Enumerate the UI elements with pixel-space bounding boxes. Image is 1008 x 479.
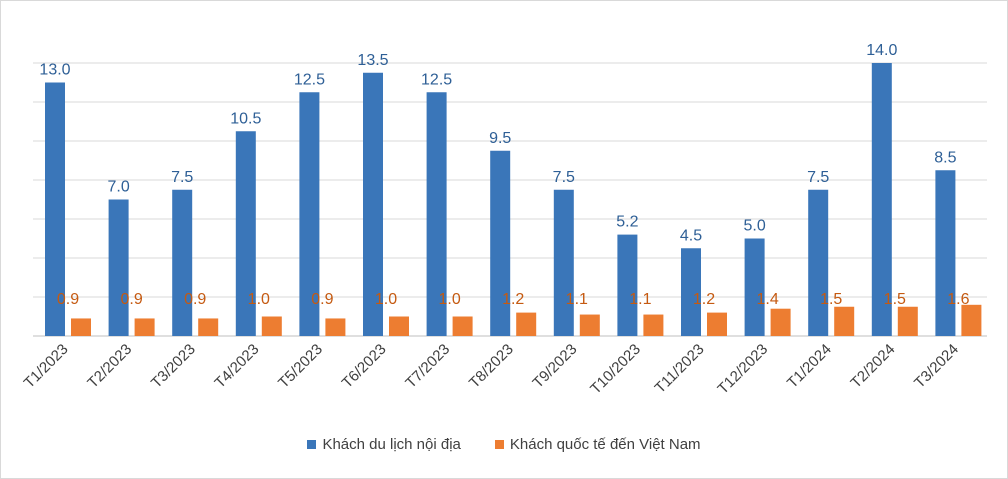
bar-international-T11/2023 bbox=[707, 312, 727, 336]
data-label-domestic-T6/2023: 13.5 bbox=[357, 52, 388, 69]
data-label-international-T2/2024: 1.5 bbox=[884, 291, 906, 308]
data-label-international-T3/2024: 1.6 bbox=[947, 291, 969, 308]
data-label-international-T1/2024: 1.5 bbox=[820, 291, 842, 308]
x-tick-label-T7/2023: T7/2023 bbox=[402, 341, 453, 392]
data-label-international-T9/2023: 1.1 bbox=[566, 291, 588, 308]
data-label-domestic-T11/2023: 4.5 bbox=[680, 227, 702, 244]
bar-international-T7/2023 bbox=[452, 316, 473, 336]
bar-international-T3/2024 bbox=[961, 304, 982, 336]
data-label-international-T11/2023: 1.2 bbox=[693, 291, 715, 308]
data-label-domestic-T1/2024: 7.5 bbox=[807, 169, 829, 186]
bar-international-T1/2023 bbox=[71, 318, 91, 336]
data-label-international-T2/2023: 0.9 bbox=[120, 291, 142, 308]
x-tick-label-T10/2023: T10/2023 bbox=[587, 341, 644, 398]
data-label-domestic-T1/2023: 13.0 bbox=[39, 62, 70, 79]
data-label-domestic-T3/2024: 8.5 bbox=[934, 149, 956, 166]
x-tick-label-T3/2024: T3/2024 bbox=[911, 341, 962, 392]
bar-domestic-T7/2023 bbox=[426, 92, 447, 336]
bar-international-T5/2023 bbox=[325, 318, 346, 336]
data-label-international-T12/2023: 1.4 bbox=[756, 291, 778, 308]
bar-domestic-T3/2023 bbox=[172, 189, 193, 336]
bar-domestic-T2/2024 bbox=[871, 63, 892, 336]
data-label-international-T6/2023: 1.0 bbox=[375, 291, 397, 308]
data-label-international-T5/2023: 0.9 bbox=[311, 291, 333, 308]
x-tick-label-T4/2023: T4/2023 bbox=[211, 341, 262, 392]
x-tick-label-T12/2023: T12/2023 bbox=[714, 341, 771, 398]
bar-international-T9/2023 bbox=[579, 314, 600, 336]
bar-domestic-T10/2023 bbox=[617, 234, 638, 336]
data-label-international-T3/2023: 0.9 bbox=[184, 291, 206, 308]
data-label-domestic-T3/2023: 7.5 bbox=[171, 169, 193, 186]
bar-international-T6/2023 bbox=[389, 316, 409, 336]
legend-swatch-international bbox=[494, 440, 504, 449]
bar-domestic-T6/2023 bbox=[363, 72, 383, 336]
data-label-domestic-T5/2023: 12.5 bbox=[294, 71, 325, 88]
data-label-domestic-T2/2023: 7.0 bbox=[107, 179, 129, 196]
bar-international-T4/2023 bbox=[261, 316, 282, 336]
data-label-international-T10/2023: 1.1 bbox=[629, 291, 651, 308]
chart-legend: Khách du lịch nội địa Khách quốc tế đến … bbox=[0, 436, 1008, 453]
data-label-international-T7/2023: 1.0 bbox=[438, 291, 460, 308]
x-tick-label-T2/2023: T2/2023 bbox=[84, 341, 135, 392]
legend-item-international: Khách quốc tế đến Việt Nam bbox=[494, 436, 701, 453]
legend-swatch-domestic bbox=[307, 440, 317, 449]
data-label-domestic-T7/2023: 12.5 bbox=[421, 71, 452, 88]
data-label-domestic-T12/2023: 5.0 bbox=[743, 218, 765, 235]
bar-international-T8/2023 bbox=[516, 312, 537, 336]
bar-international-T10/2023 bbox=[643, 314, 664, 336]
data-label-international-T4/2023: 1.0 bbox=[248, 291, 270, 308]
bar-domestic-T1/2024 bbox=[808, 189, 829, 336]
legend-item-domestic: Khách du lịch nội địa bbox=[307, 436, 461, 453]
bar-domestic-T4/2023 bbox=[235, 131, 256, 336]
bar-domestic-T11/2023 bbox=[681, 248, 701, 336]
x-tick-label-T11/2023: T11/2023 bbox=[652, 341, 708, 397]
bar-domestic-T9/2023 bbox=[553, 189, 574, 336]
x-tick-label-T8/2023: T8/2023 bbox=[466, 341, 517, 392]
legend-label-domestic: Khách du lịch nội địa bbox=[322, 436, 461, 453]
data-label-domestic-T2/2024: 14.0 bbox=[866, 42, 897, 59]
x-tick-label-T9/2023: T9/2023 bbox=[529, 341, 580, 392]
bar-domestic-T5/2023 bbox=[299, 92, 320, 336]
bar-international-T2/2023 bbox=[134, 318, 155, 336]
bar-domestic-T12/2023 bbox=[744, 238, 765, 336]
x-tick-label-T3/2023: T3/2023 bbox=[148, 341, 199, 392]
bar-international-T2/2024 bbox=[897, 306, 918, 336]
data-label-domestic-T10/2023: 5.2 bbox=[616, 214, 638, 231]
bar-international-T3/2023 bbox=[198, 318, 219, 336]
bar-domestic-T2/2023 bbox=[108, 199, 129, 336]
data-label-domestic-T4/2023: 10.5 bbox=[230, 110, 261, 127]
data-label-international-T1/2023: 0.9 bbox=[57, 291, 79, 308]
bar-domestic-T8/2023 bbox=[490, 150, 511, 336]
x-tick-label-T5/2023: T5/2023 bbox=[275, 341, 326, 392]
bar-domestic-T1/2023 bbox=[45, 82, 65, 336]
x-tick-label-T1/2024: T1/2024 bbox=[784, 341, 835, 392]
x-tick-label-T2/2024: T2/2024 bbox=[847, 341, 898, 392]
data-label-domestic-T9/2023: 7.5 bbox=[553, 169, 575, 186]
bar-international-T1/2024 bbox=[834, 306, 855, 336]
legend-label-international: Khách quốc tế đến Việt Nam bbox=[509, 436, 701, 453]
bar-domestic-T3/2024 bbox=[935, 170, 956, 336]
data-label-domestic-T8/2023: 9.5 bbox=[489, 130, 511, 147]
data-label-international-T8/2023: 1.2 bbox=[502, 291, 524, 308]
x-tick-label-T6/2023: T6/2023 bbox=[339, 341, 390, 392]
bar-international-T12/2023 bbox=[770, 308, 791, 336]
x-tick-label-T1/2023: T1/2023 bbox=[21, 341, 72, 392]
